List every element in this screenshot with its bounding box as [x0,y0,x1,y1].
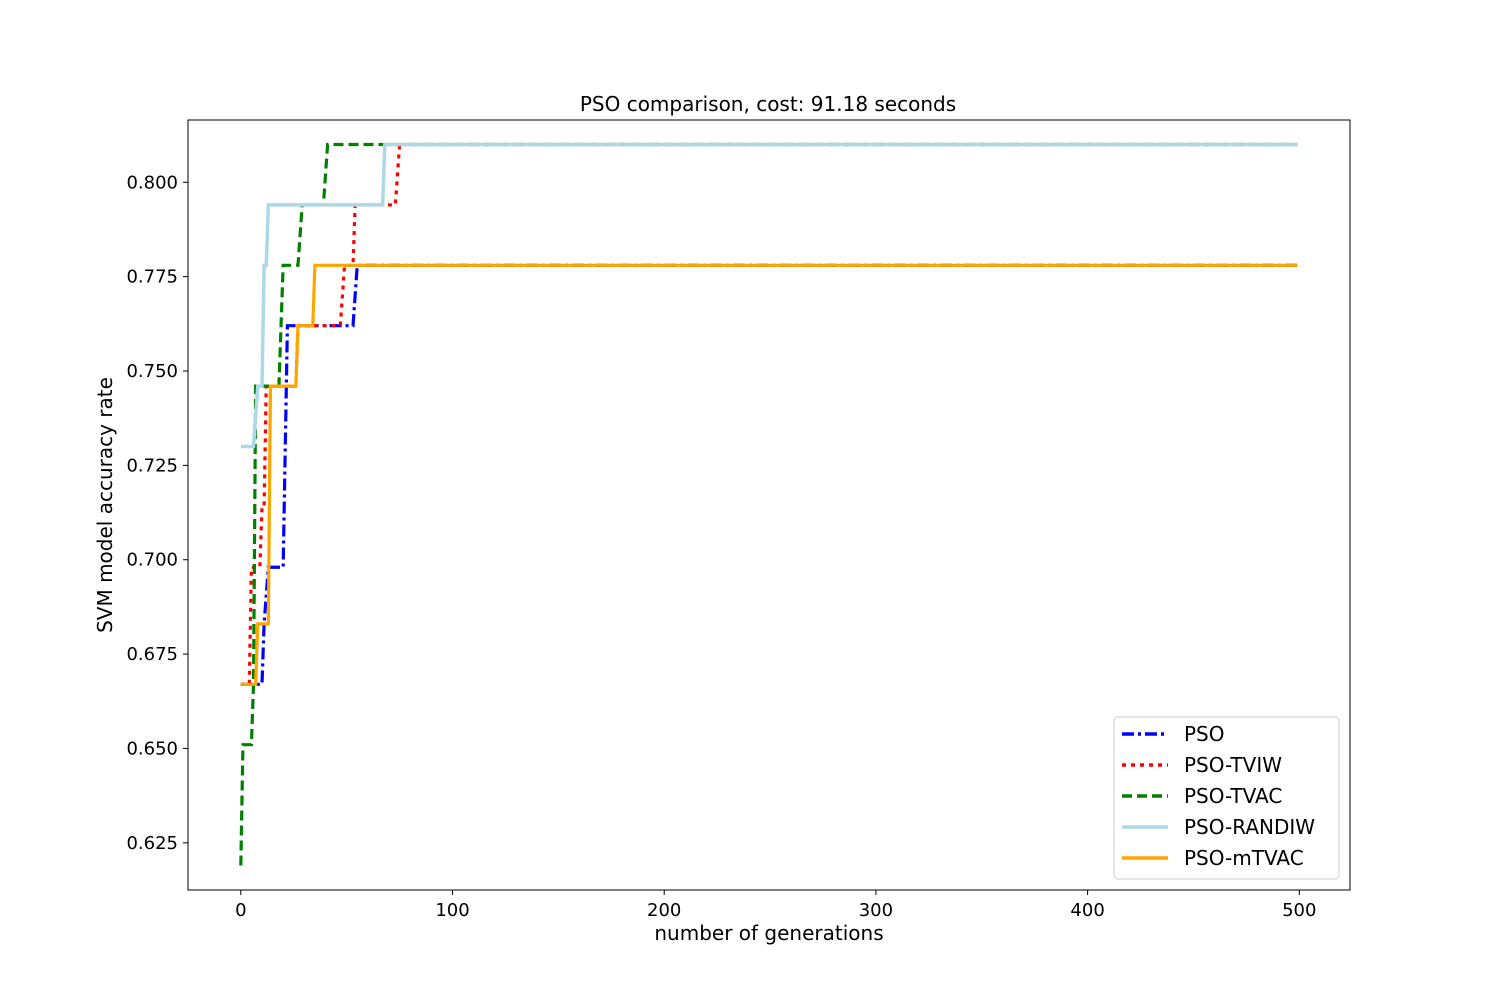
y-tick-label: 0.800 [126,172,178,193]
series-line-pso-mtvac [240,263,1298,686]
legend: PSO PSO-TVIW PSO-TVAC PSO-RANDIW PSO-mTVAC [1113,716,1340,880]
y-tick-label: 0.625 [126,833,178,854]
y-tick-label: 0.700 [126,550,178,571]
y-axis-label: SVM model accuracy rate [93,377,117,633]
x-tick-label: 400 [1070,900,1104,921]
legend-label: PSO [1184,722,1225,746]
legend-box [1113,716,1340,880]
x-tick-label: 0 [235,900,246,921]
x-axis: 0 100 200 300 400 500 [235,890,1316,921]
y-tick-label: 0.750 [126,361,178,382]
series-line-pso-tvac [239,142,1298,866]
x-tick-label: 500 [1282,900,1316,921]
y-tick-label: 0.650 [126,738,178,759]
y-tick-label: 0.725 [126,455,178,476]
series-line-pso [240,263,1298,686]
legend-label: PSO-TVIW [1184,753,1282,777]
legend-label: PSO-RANDIW [1184,815,1315,839]
axes-frame [187,119,1351,891]
x-tick-label: 200 [647,900,681,921]
x-tick-label: 100 [435,900,469,921]
y-tick-label: 0.675 [126,644,178,665]
x-axis-label: number of generations [654,921,883,945]
legend-label: PSO-mTVAC [1184,846,1304,870]
chart-title: PSO comparison, cost: 91.18 seconds [580,92,956,116]
legend-label: PSO-TVAC [1184,784,1282,808]
y-axis: 0.625 0.650 0.675 0.700 0.725 0.750 0.775 0.800 [126,172,188,854]
plot-area [239,142,1298,866]
y-tick-label: 0.775 [126,267,178,288]
x-tick-label: 300 [859,900,893,921]
series-line-pso-randiw [240,142,1298,449]
